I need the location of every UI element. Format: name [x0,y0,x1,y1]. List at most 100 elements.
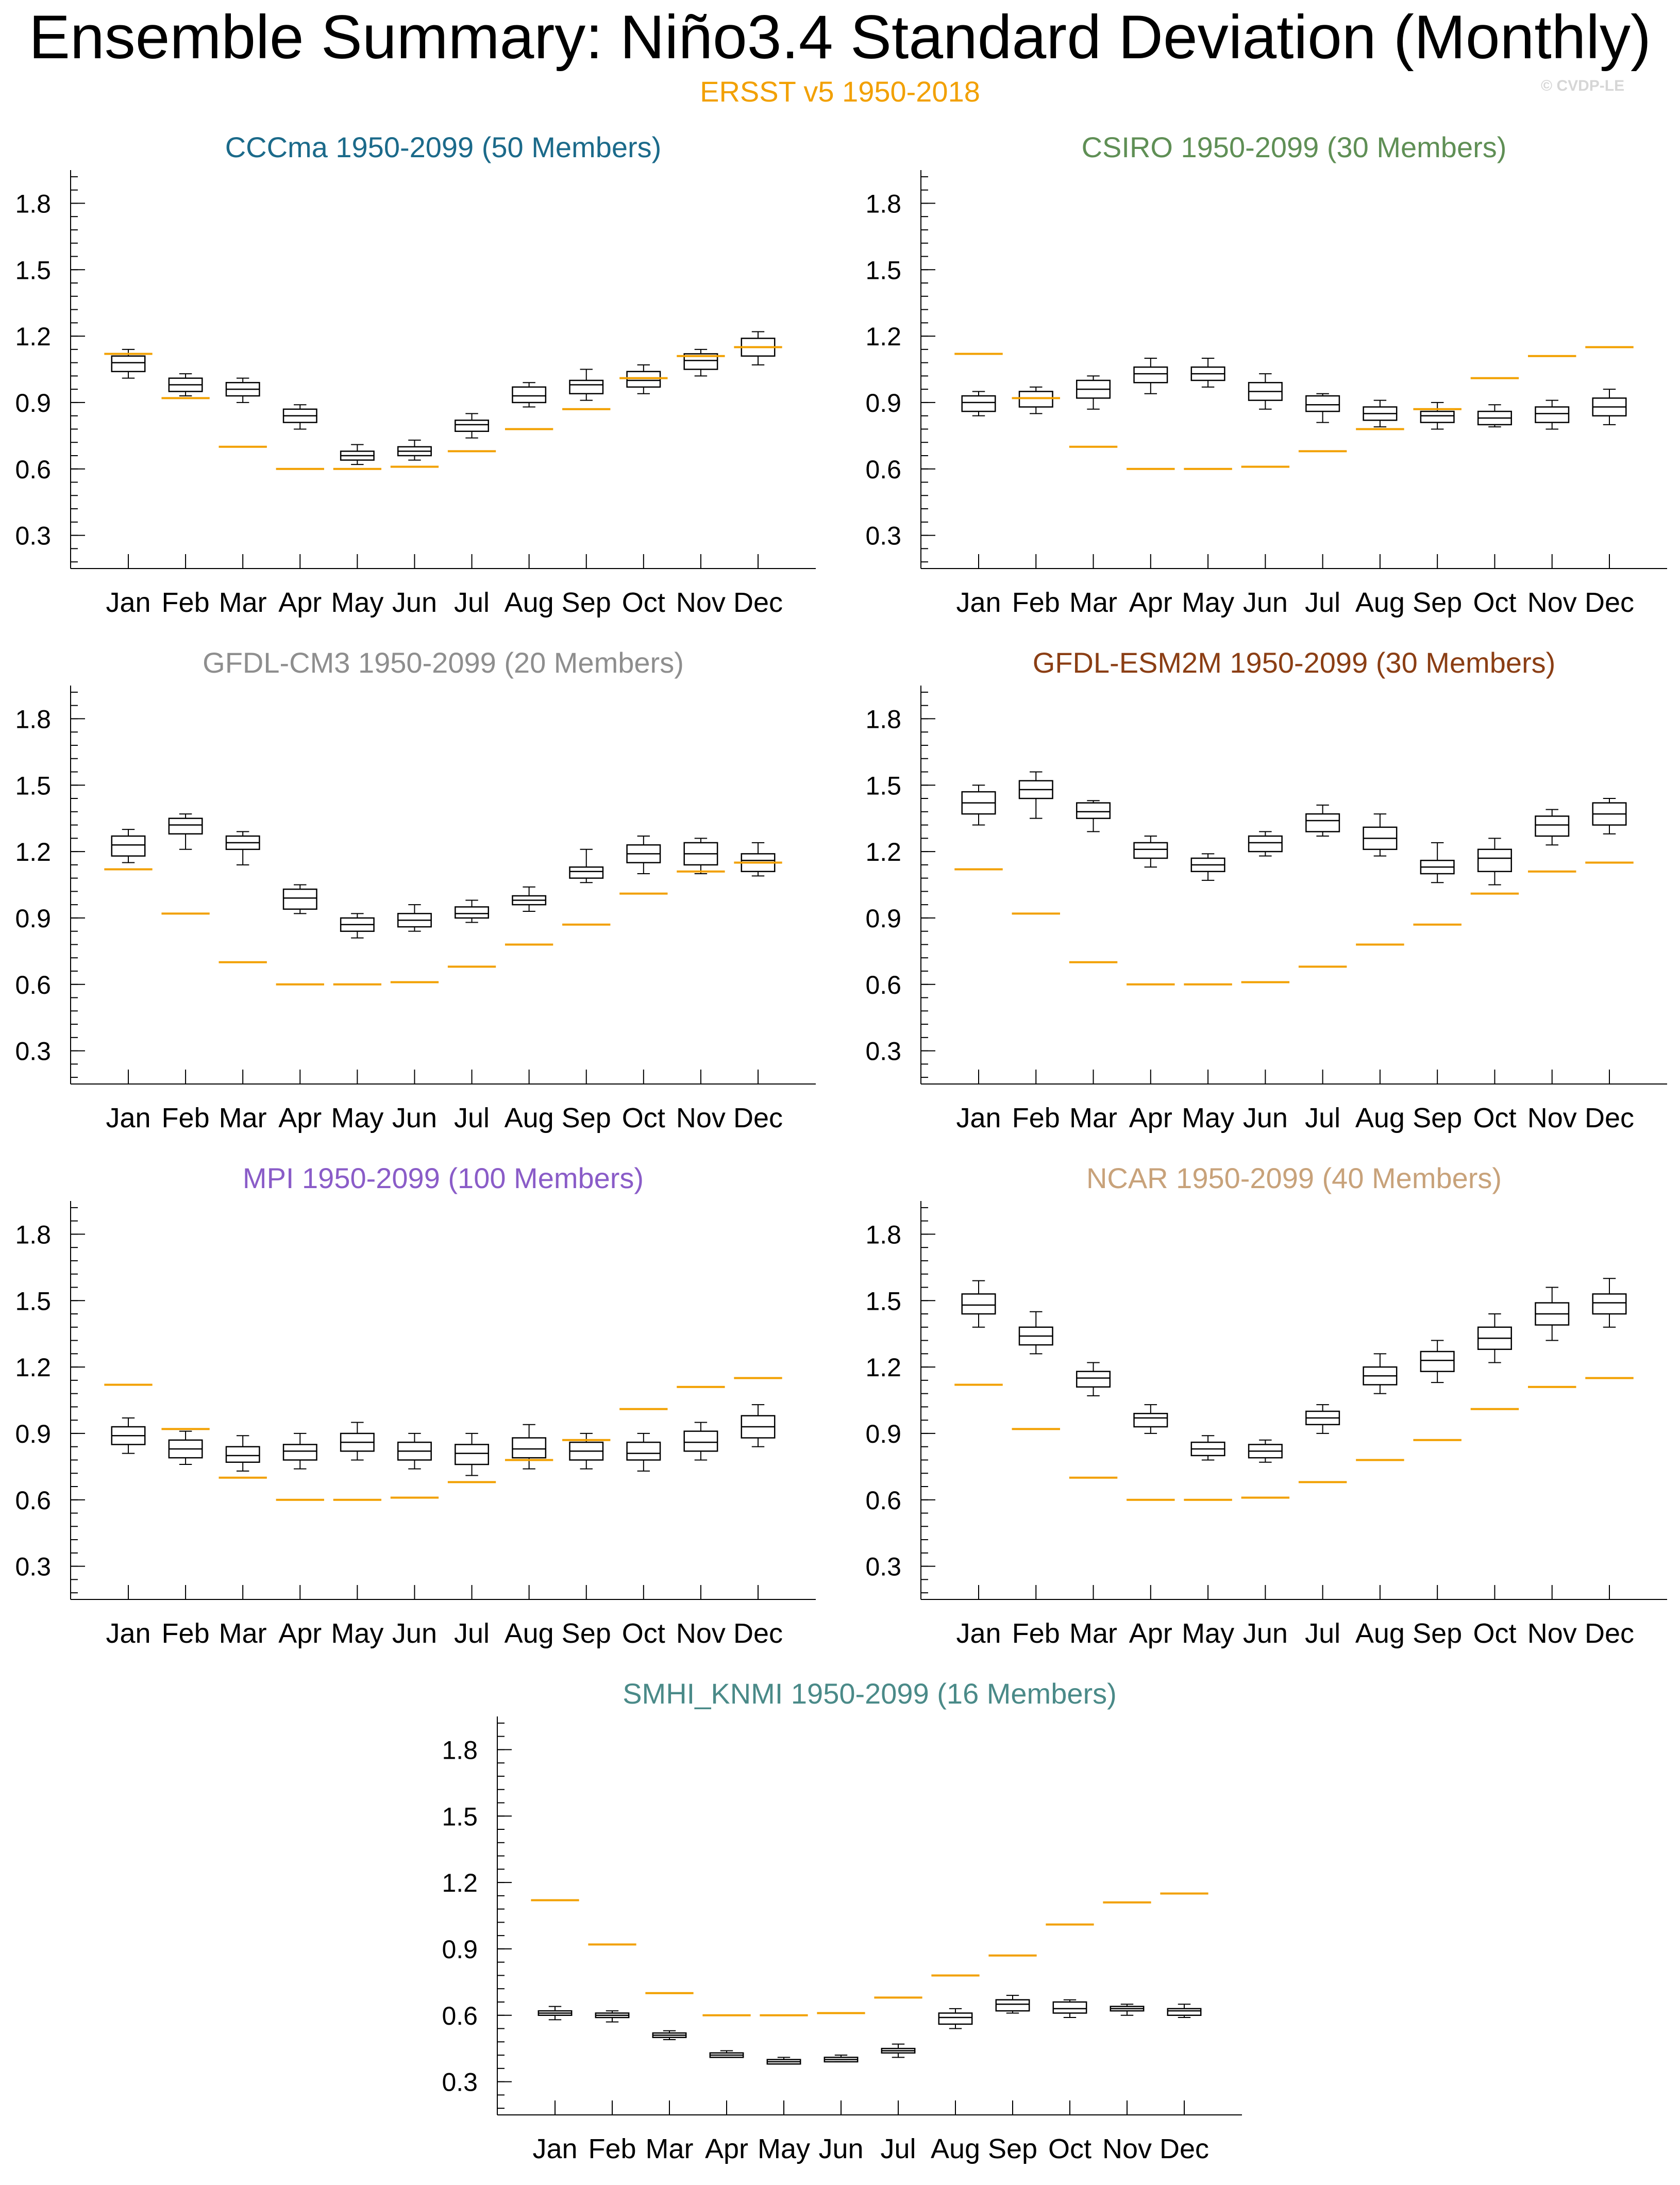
y-tick-label: 1.5 [15,1287,51,1315]
chart-panel-3: GFDL-CM3 1950-2099 (20 Members) 0.3 0.6 0.9… [15,646,816,1133]
iqr-box [282,888,317,910]
box-may [340,444,375,465]
x-tick-label: Sep [562,587,611,618]
chart-panel-6: NCAR 1950-2099 (40 Members) 0.3 0.6 0.9 1.2 1… [865,1162,1667,1649]
iqr-box [1248,835,1283,853]
iqr-box [1133,842,1168,859]
x-tick-label: Jul [454,587,490,618]
iqr-box [1592,1293,1627,1315]
box-jul [455,413,490,439]
x-tick-label: Apr [1129,1103,1172,1133]
box-jan [111,1417,146,1454]
box-may [1190,853,1225,881]
x-tick-label: Aug [505,587,554,618]
x-tick-label: Feb [1012,587,1060,618]
box-jan [537,2006,573,2021]
y-tick-label: 1.8 [865,1220,901,1249]
box-aug [1363,1353,1398,1394]
box-nov [683,838,718,875]
x-tick-label: Jan [956,587,1001,618]
box-mar [1076,800,1111,832]
y-tick-label: 0.9 [15,389,51,418]
box-aug [1363,813,1398,857]
box-nov [1110,2004,1145,2016]
chart-panel-2: CSIRO 1950-2099 (30 Members) 0.3 0.6 0.9 1.2… [865,131,1667,618]
box-jan [961,391,996,416]
box-oct [626,836,661,875]
iqr-box [1133,366,1168,383]
y-tick-label: 1.5 [442,1802,478,1831]
x-tick-label: Oct [1473,1618,1516,1649]
y-tick-label: 0.3 [15,1553,51,1581]
x-tick-label: Sep [1413,1103,1462,1133]
iqr-box [961,1293,996,1315]
y-tick-label: 0.9 [865,389,901,418]
chart-title: SMHI_KNMI 1950-2099 (16 Members) [623,1677,1117,1710]
x-tick-label: Aug [1355,587,1405,618]
iqr-box [1420,1350,1455,1372]
x-tick-label: Dec [1585,1103,1634,1133]
box-jan [961,1280,996,1328]
x-tick-label: Jun [1243,1618,1288,1649]
x-tick-label: Sep [1413,1618,1462,1649]
box-jun [824,2055,859,2063]
iqr-box [111,355,146,373]
chart-title: CSIRO 1950-2099 (30 Members) [1082,131,1507,163]
x-tick-label: Oct [1048,2133,1091,2164]
chart-title: CCCma 1950-2099 (50 Members) [225,131,662,163]
box-mar [1076,1362,1111,1396]
box-may [766,2057,801,2065]
y-tick-label: 0.6 [865,1486,901,1515]
iqr-box [1420,410,1455,423]
box-nov [1535,1287,1570,1341]
x-tick-label: Apr [278,587,322,618]
x-tick-label: Jun [392,1103,437,1133]
box-aug [938,2008,973,2029]
x-tick-label: Aug [505,1103,554,1133]
box-jul [455,899,490,923]
box-may [1190,1435,1225,1461]
box-aug [512,886,547,912]
box-mar [1076,375,1111,410]
y-tick-label: 0.9 [15,904,51,933]
x-tick-label: Jun [392,587,437,618]
iqr-box [626,1441,661,1461]
box-sep [1420,402,1455,430]
iqr-box [1477,848,1512,872]
box-jul [881,2043,916,2058]
x-tick-label: Oct [622,1103,665,1133]
x-tick-label: Jul [454,1103,490,1133]
y-tick-label: 1.5 [865,256,901,285]
box-feb [595,2010,630,2023]
x-tick-label: Feb [588,2133,636,2164]
box-jan [111,829,146,863]
x-tick-label: Jan [956,1103,1001,1133]
iqr-box [1167,2008,1202,2016]
box-mar [225,1435,260,1472]
iqr-box [569,379,604,394]
box-feb [1018,386,1053,414]
iqr-box [168,818,203,835]
box-mar [225,377,260,403]
x-tick-label: Jan [956,1618,1001,1649]
x-tick-label: Aug [1355,1618,1405,1649]
x-tick-label: Dec [1585,587,1634,618]
x-tick-label: Mar [1069,1618,1117,1649]
box-dec [741,331,776,365]
x-tick-label: Oct [622,587,665,618]
box-may [340,1422,375,1461]
y-tick-label: 0.3 [865,1553,901,1581]
box-feb [1018,771,1053,819]
x-tick-label: Sep [562,1618,611,1649]
box-apr [709,2050,744,2058]
y-tick-label: 0.3 [442,2068,478,2097]
x-tick-label: Jun [1243,1103,1288,1133]
x-tick-label: May [1182,587,1234,618]
x-tick-label: May [331,587,383,618]
box-apr [282,884,317,914]
x-tick-label: May [331,1618,383,1649]
x-tick-label: May [758,2133,810,2164]
iqr-box [1052,2001,1087,2014]
y-tick-label: 1.8 [15,189,51,218]
x-tick-label: Nov [1527,1618,1577,1649]
